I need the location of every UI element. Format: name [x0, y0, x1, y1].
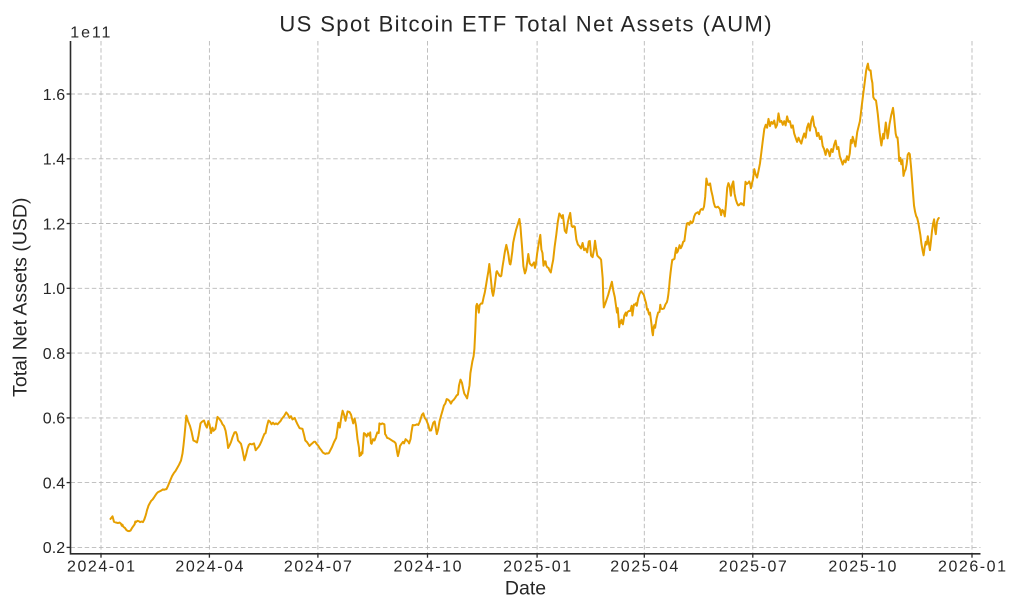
svg-text:1.6: 1.6 — [43, 87, 66, 104]
svg-text:2025-10: 2025-10 — [828, 559, 898, 576]
svg-text:2025-04: 2025-04 — [610, 559, 680, 576]
svg-text:1.0: 1.0 — [43, 281, 66, 298]
svg-text:1.4: 1.4 — [43, 152, 66, 169]
svg-text:2026-01: 2026-01 — [938, 559, 1008, 576]
svg-text:0.8: 0.8 — [43, 346, 66, 363]
svg-text:0.4: 0.4 — [43, 475, 66, 492]
svg-text:2024-04: 2024-04 — [175, 559, 245, 576]
svg-text:0.2: 0.2 — [43, 540, 66, 557]
svg-text:Total Net Assets (USD): Total Net Assets (USD) — [10, 198, 32, 397]
svg-text:Date: Date — [505, 578, 546, 600]
svg-text:1e11: 1e11 — [70, 25, 112, 42]
svg-text:0.6: 0.6 — [43, 411, 66, 428]
svg-text:1.2: 1.2 — [43, 216, 66, 233]
svg-text:2024-10: 2024-10 — [394, 559, 464, 576]
svg-text:US Spot Bitcoin ETF Total Net: US Spot Bitcoin ETF Total Net Assets (AU… — [279, 12, 773, 37]
svg-text:2024-07: 2024-07 — [284, 559, 354, 576]
svg-text:2025-01: 2025-01 — [503, 559, 573, 576]
svg-text:2025-07: 2025-07 — [719, 559, 789, 576]
svg-text:2024-01: 2024-01 — [67, 559, 137, 576]
